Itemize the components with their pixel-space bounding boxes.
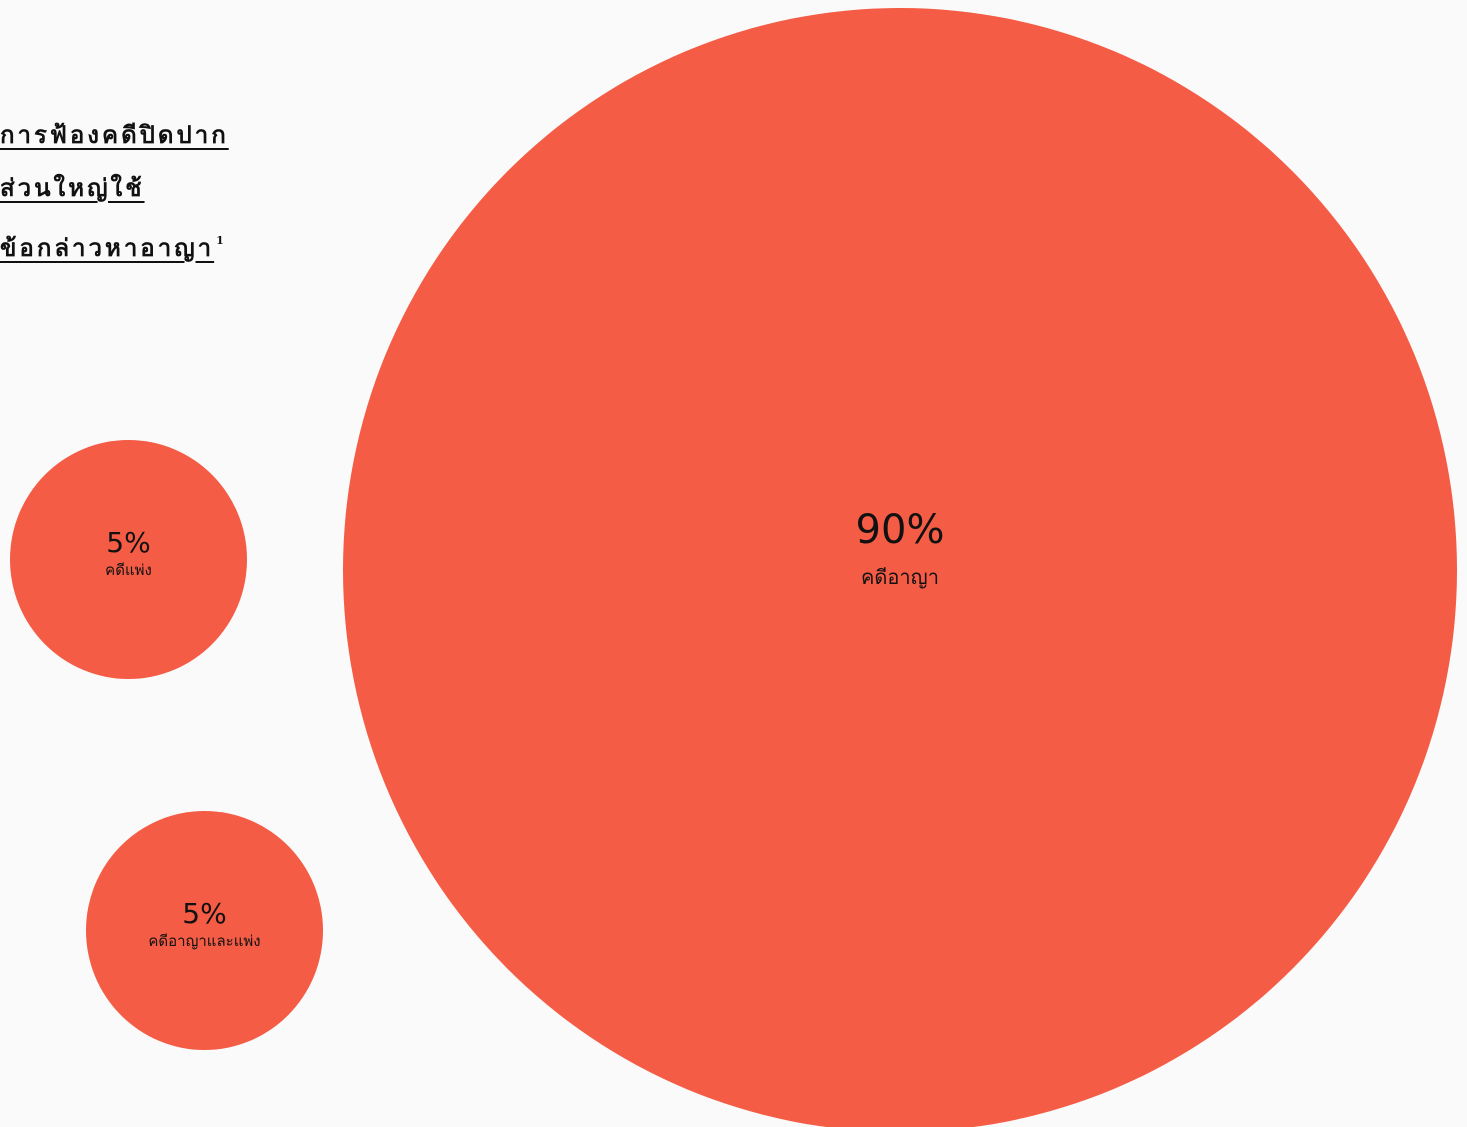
bubble-category-label: คดีอาญา [861,565,939,589]
bubble-category-label: คดีอาญาและแพ่ง [148,932,261,951]
chart-title: การฟ้องคดีปิดปาก ส่วนใหญ่ใช้ ข้อกล่าวหาอ… [0,108,229,274]
bubble-value-label: 5% [106,526,151,560]
bubble-criminal-cases: 90% คดีอาญา [343,8,1457,1127]
title-line-1: การฟ้องคดีปิดปาก [0,120,229,149]
bubble-civil-cases: 5% คดีแพ่ง [10,440,247,679]
bubble-value-label: 90% [855,507,945,553]
bubble-criminal-and-civil-cases: 5% คดีอาญาและแพ่ง [86,811,323,1050]
bubble-value-label: 5% [182,897,227,931]
title-line-2: ส่วนใหญ่ใช้ [0,173,145,202]
title-line-3: ข้อกล่าวหาอาญา 1 [0,233,224,262]
bubble-category-label: คดีแพ่ง [105,561,152,580]
footnote-marker[interactable]: 1 [216,234,224,247]
